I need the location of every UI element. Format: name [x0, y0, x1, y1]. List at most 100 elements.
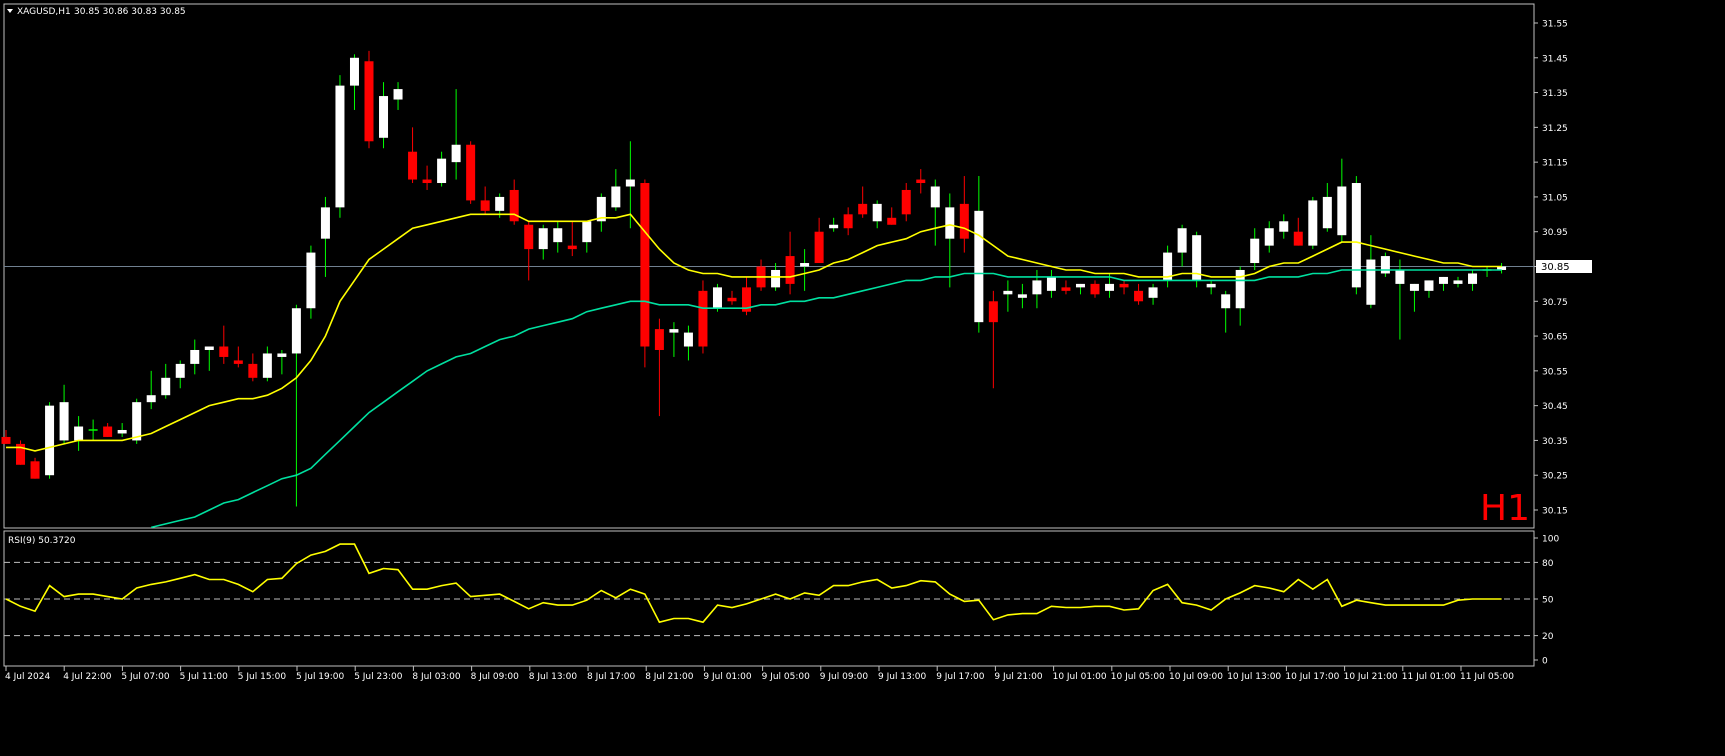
- candle: [1119, 280, 1129, 295]
- candle-body: [1046, 276, 1056, 291]
- candle-body: [945, 207, 955, 239]
- candle-body: [1308, 200, 1318, 246]
- candle-body: [451, 144, 461, 163]
- candle: [146, 370, 156, 410]
- candle-body: [204, 346, 214, 350]
- price-tick-label: 30.15: [1542, 507, 1568, 517]
- symbol-info: XAGUSD,H1: [17, 7, 71, 17]
- candle: [1090, 280, 1100, 298]
- candle: [437, 151, 447, 187]
- time-tick-label: 8 Jul 17:00: [587, 672, 636, 682]
- candle: [1192, 231, 1202, 288]
- candle: [930, 179, 940, 246]
- candle-body: [103, 426, 113, 437]
- candle-body: [1453, 280, 1463, 284]
- current-price-tag: 30.85: [1536, 260, 1592, 273]
- candle: [1424, 280, 1434, 298]
- candle: [814, 217, 824, 264]
- rsi-axis: 100 80 50 20 0: [1534, 535, 1559, 667]
- candle-body: [901, 189, 911, 215]
- candle-body: [74, 426, 84, 441]
- candle: [1134, 283, 1144, 305]
- candle: [974, 176, 984, 333]
- candle-body: [785, 256, 795, 284]
- time-tick-label: 10 Jul 09:00: [1169, 672, 1223, 682]
- candle: [88, 419, 98, 441]
- candle-body: [742, 287, 752, 312]
- candle-body: [625, 179, 635, 187]
- price-tick-label: 31.45: [1542, 54, 1568, 64]
- candle: [654, 318, 664, 417]
- candle-body: [974, 210, 984, 323]
- candle-body: [930, 186, 940, 208]
- candle: [1308, 196, 1318, 250]
- candle: [393, 82, 403, 110]
- time-tick-label: 11 Jul 05:00: [1460, 672, 1514, 682]
- time-tick-label: 10 Jul 13:00: [1227, 672, 1281, 682]
- candle-body: [872, 203, 882, 222]
- candle-body: [1148, 287, 1158, 298]
- candle: [683, 325, 693, 361]
- candle-body: [509, 189, 519, 222]
- candle: [1046, 269, 1056, 298]
- candle: [1395, 259, 1405, 340]
- candle-body: [1221, 294, 1231, 309]
- candle-body: [1075, 283, 1085, 288]
- time-tick-label: 5 Jul 19:00: [296, 672, 345, 682]
- time-tick-label: 9 Jul 21:00: [994, 672, 1043, 682]
- candle-body: [538, 228, 548, 250]
- rsi-tick-label: 20: [1542, 632, 1554, 642]
- candle: [248, 353, 258, 382]
- price-tick-label: 30.35: [1542, 437, 1568, 447]
- candle: [190, 339, 200, 375]
- candle-body: [161, 377, 171, 396]
- price-tick-label: 31.15: [1542, 159, 1568, 169]
- candle-body: [277, 353, 287, 357]
- ma-slow-line: [151, 269, 1502, 529]
- candle: [1177, 224, 1187, 267]
- rsi-tick-label: 80: [1542, 559, 1554, 569]
- price-tick-label: 31.05: [1542, 193, 1568, 203]
- candle: [364, 50, 374, 149]
- candle-body: [553, 228, 563, 243]
- candle: [524, 221, 534, 281]
- candle-body: [379, 96, 389, 138]
- time-tick-label: 9 Jul 05:00: [762, 672, 811, 682]
- candle: [712, 283, 722, 312]
- candle-body: [291, 308, 301, 354]
- candle-body: [393, 89, 403, 100]
- rsi-panel[interactable]: 100 80 50 20 0 RSI(9) 50.3720: [3, 530, 1559, 667]
- candle: [1366, 235, 1376, 309]
- candle: [1293, 217, 1303, 246]
- symbol-header: XAGUSD,H1 30.85 30.86 30.83 30.85: [7, 7, 186, 17]
- price-panel[interactable]: 31.55 31.45 31.35 31.25 31.15 31.05 30.95 30.85…: [1, 3, 1593, 529]
- time-tick-label: 10 Jul 17:00: [1285, 672, 1339, 682]
- candle-body: [1337, 186, 1347, 236]
- rsi-level-lines: [4, 561, 1534, 637]
- time-tick-label: 9 Jul 09:00: [820, 672, 869, 682]
- candle: [408, 127, 418, 184]
- rsi-tick-label: 50: [1542, 596, 1554, 606]
- candle: [16, 440, 26, 465]
- candle-body: [1235, 269, 1245, 309]
- candle: [1264, 221, 1274, 253]
- candle-body: [233, 360, 243, 364]
- candle-body: [364, 61, 374, 142]
- dropdown-triangle-icon[interactable]: [7, 9, 13, 13]
- price-tick-label: 30.25: [1542, 472, 1568, 482]
- candle: [349, 54, 359, 110]
- candle: [219, 325, 229, 364]
- time-tick-label: 5 Jul 23:00: [354, 672, 403, 682]
- candle: [640, 179, 650, 368]
- candle-body: [771, 269, 781, 288]
- candle: [161, 363, 171, 399]
- timeframe-watermark: H1: [1480, 488, 1530, 529]
- candle-body: [1438, 276, 1448, 284]
- candle: [872, 200, 882, 229]
- candle-body: [16, 443, 26, 465]
- candle-body: [814, 231, 824, 264]
- candle: [291, 304, 301, 507]
- candle-body: [1293, 231, 1303, 246]
- candle-body: [712, 287, 722, 309]
